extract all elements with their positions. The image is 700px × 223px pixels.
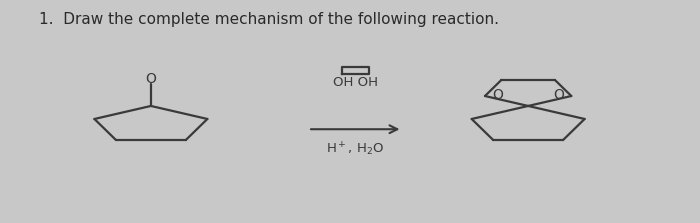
Text: O: O [553, 88, 564, 102]
Text: H$^+$, H$_2$O: H$^+$, H$_2$O [326, 140, 384, 158]
Text: OH OH: OH OH [333, 76, 378, 89]
Text: O: O [146, 72, 156, 86]
Text: O: O [492, 88, 503, 102]
Text: 1.  Draw the complete mechanism of the following reaction.: 1. Draw the complete mechanism of the fo… [39, 12, 499, 27]
